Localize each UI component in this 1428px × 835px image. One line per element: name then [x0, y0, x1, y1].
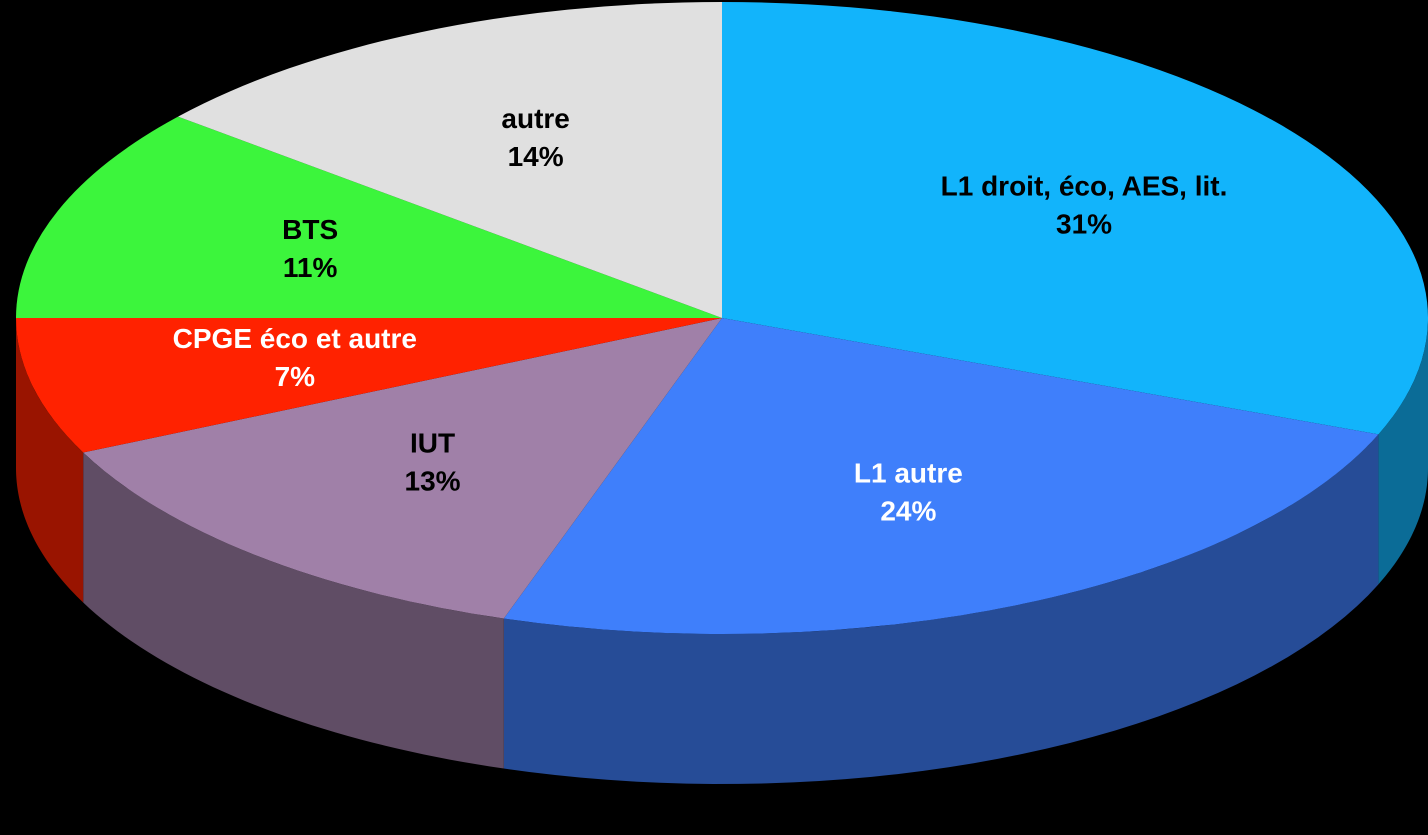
slice [16, 116, 722, 318]
slice-side [1378, 318, 1428, 585]
slice-side [503, 434, 1379, 784]
slice-value-label: 14% [508, 141, 564, 172]
slice-label: IUT [410, 427, 455, 458]
slice-label: L1 autre [854, 458, 963, 489]
slice [83, 318, 723, 619]
slice-label: CPGE éco et autre [173, 323, 417, 354]
slice-label: L1 droit, éco, AES, lit. [941, 170, 1228, 201]
slice-side [16, 318, 84, 603]
slice [503, 318, 1379, 634]
slice [16, 318, 722, 453]
slice-value-label: 31% [1056, 208, 1112, 239]
slice-value-label: 13% [405, 465, 461, 496]
slice [178, 2, 723, 318]
slice-value-label: 7% [275, 361, 316, 392]
slice-label: BTS [282, 214, 338, 245]
slice-value-label: 11% [283, 252, 338, 283]
slice-side [83, 452, 504, 769]
slice [722, 2, 1428, 435]
slice-value-label: 24% [880, 496, 936, 527]
slice-label: autre [501, 103, 569, 134]
